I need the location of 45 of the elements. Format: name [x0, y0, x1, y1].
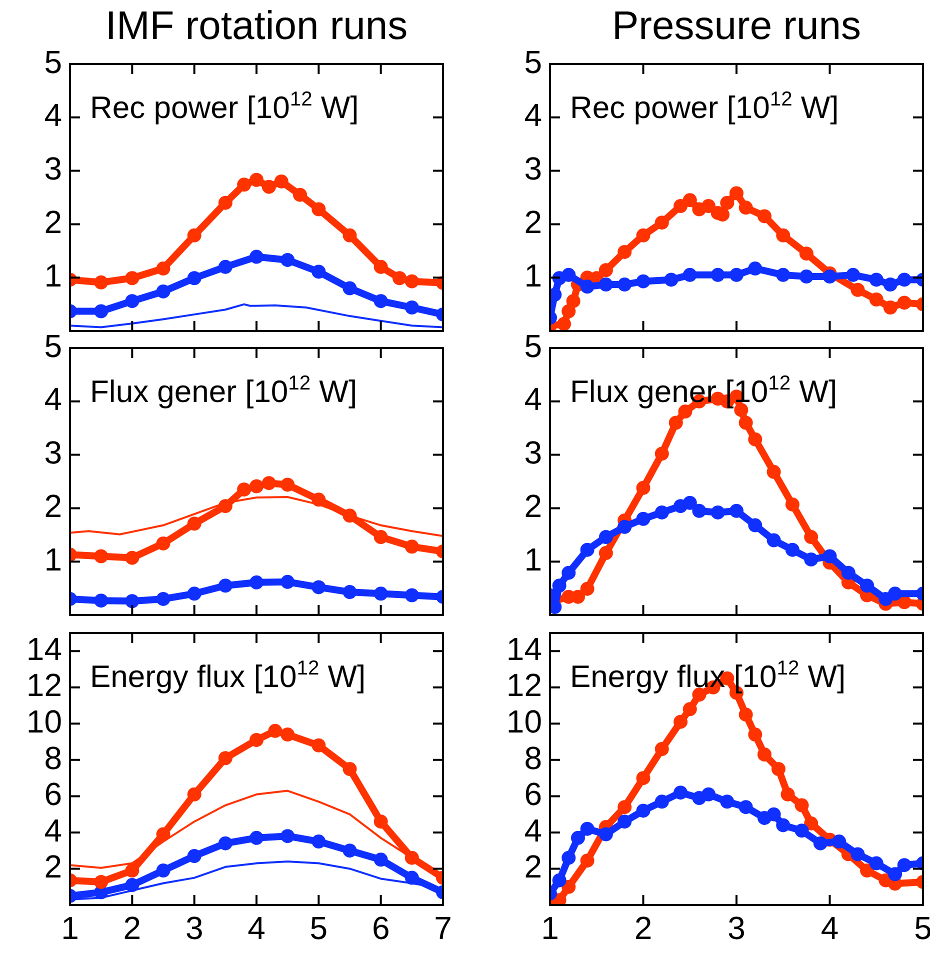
- y-tick-label: 4: [44, 812, 62, 848]
- y-tick-label: 12: [506, 667, 542, 704]
- y-tick-label: 10: [506, 703, 542, 740]
- x-tick-label: 5: [310, 910, 328, 946]
- x-tick-label: 6: [372, 910, 390, 946]
- y-tick-label: 4: [44, 97, 62, 134]
- y-tick-label: 2: [44, 848, 62, 885]
- y-tick-label: 2: [44, 488, 62, 524]
- y-tick-label: 6: [524, 776, 542, 812]
- x-tick-label: 2: [634, 910, 652, 946]
- y-tick-label: 1: [44, 541, 62, 578]
- y-tick-label: 2: [524, 848, 542, 885]
- chart-title: IMF rotation runs: [104, 4, 409, 49]
- y-tick-label: 5: [44, 44, 62, 80]
- y-tick-label: 2: [44, 204, 62, 240]
- y-tick-label: 3: [44, 434, 62, 471]
- y-tick-label: 3: [524, 434, 542, 471]
- y-tick-label: 5: [524, 44, 542, 80]
- y-tick-label: 2: [524, 204, 542, 240]
- x-tick-label: 3: [185, 910, 204, 946]
- y-tick-label: 4: [44, 381, 62, 418]
- y-tick-label: 1: [44, 257, 62, 294]
- y-tick-label: 1: [524, 541, 542, 578]
- y-tick-label: 8: [524, 740, 542, 776]
- y-tick-label: 6: [44, 776, 62, 812]
- x-tick-label: 4: [820, 910, 839, 946]
- y-tick-label: 5: [44, 328, 62, 364]
- y-tick-label: 12: [26, 667, 62, 704]
- x-tick-label: 7: [434, 910, 452, 946]
- x-tick-label: 2: [123, 910, 142, 946]
- y-tick-label: 10: [26, 703, 62, 740]
- y-tick-label: 4: [524, 97, 542, 134]
- y-tick-label: 14: [506, 630, 542, 667]
- y-tick-label: 2: [524, 488, 542, 524]
- chart-title: Pressure runs: [611, 4, 862, 49]
- y-tick-label: 3: [524, 150, 542, 187]
- x-tick-label: 4: [248, 910, 266, 946]
- y-tick-label: 5: [524, 328, 542, 364]
- y-tick-label: 4: [524, 381, 542, 418]
- y-tick-label: 14: [26, 630, 62, 667]
- x-tick-label: 3: [728, 910, 746, 946]
- y-tick-label: 1: [524, 257, 542, 294]
- y-tick-label: 4: [524, 812, 542, 848]
- y-tick-label: 3: [44, 150, 62, 187]
- y-tick-label: 8: [44, 740, 62, 776]
